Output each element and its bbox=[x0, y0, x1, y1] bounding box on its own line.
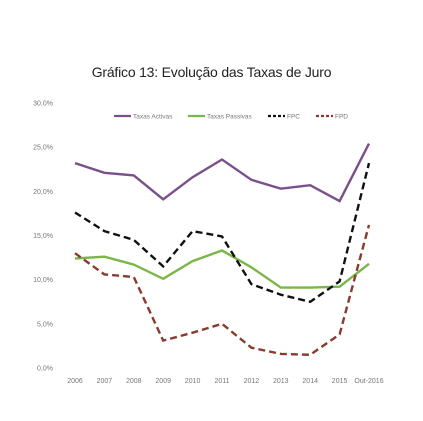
y-tick-label: 0,0% bbox=[37, 366, 53, 373]
x-tick-label: 2007 bbox=[97, 378, 113, 385]
x-tick-label: 2012 bbox=[244, 378, 260, 385]
legend-label-taxas-passivas: Taxas Passivas bbox=[207, 113, 253, 120]
series-line-taxas-activas bbox=[74, 143, 371, 203]
chart-title: Gráfico 13: Evolução das Taxas de Juro bbox=[91, 64, 332, 80]
x-tick-label: 2009 bbox=[155, 378, 171, 385]
y-tick-label: 5,0% bbox=[37, 321, 53, 328]
y-tick-label: 15,0% bbox=[33, 233, 53, 240]
series-line-fpd bbox=[74, 224, 371, 357]
y-tick-label: 30,0% bbox=[33, 101, 53, 108]
legend-label-taxas-activas: Taxas Activas bbox=[133, 113, 173, 120]
legend-label-fpc: FPC bbox=[287, 113, 300, 120]
y-tick-label: 25,0% bbox=[33, 145, 53, 152]
x-tick-label: 2006 bbox=[67, 378, 83, 385]
y-tick-label: 10,0% bbox=[33, 277, 53, 284]
x-tick-label: 2014 bbox=[302, 378, 318, 385]
x-tick-label: 2011 bbox=[214, 378, 229, 385]
series-line-taxas-passivas bbox=[74, 249, 370, 289]
x-tick-label: Out-2016 bbox=[354, 378, 383, 385]
series-line-fpc bbox=[74, 162, 371, 304]
x-tick-label: 2015 bbox=[332, 378, 348, 385]
x-tick-label: 2008 bbox=[126, 378, 142, 385]
y-tick-label: 20,0% bbox=[33, 189, 53, 196]
legend-label-fpd: FPD bbox=[335, 113, 348, 120]
x-tick-label: 2013 bbox=[273, 378, 289, 385]
x-tick-label: 2010 bbox=[185, 378, 201, 385]
